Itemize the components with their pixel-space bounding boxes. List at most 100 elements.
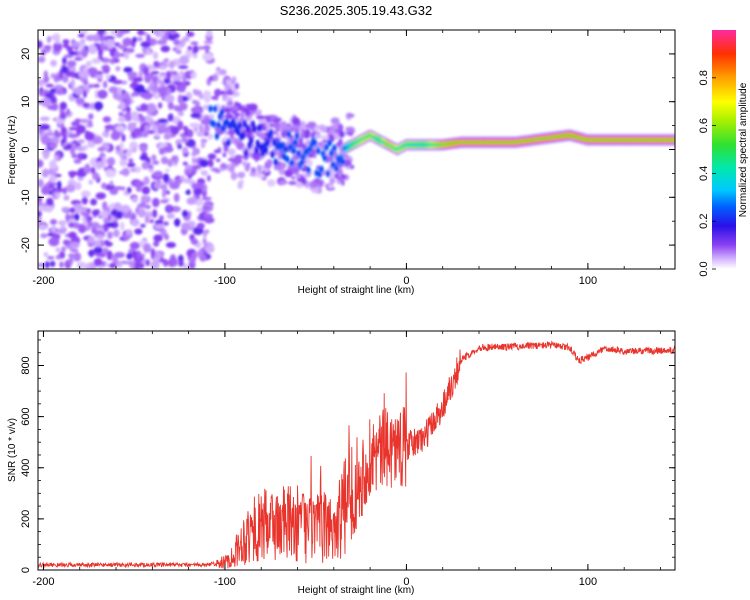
spectrogram-cell [200, 119, 212, 125]
spectrogram-cell [227, 148, 236, 155]
spectrogram-cell [141, 161, 150, 170]
spectrogram-cell [118, 116, 126, 123]
spectrogram-cell [256, 164, 262, 173]
spectrogram-cell [270, 152, 275, 157]
spectrogram-cell [132, 147, 137, 153]
spectrogram-cell [164, 94, 175, 103]
spectrogram-cell [281, 154, 287, 159]
y-tick-label: -10 [20, 189, 32, 205]
spectrogram-cell [178, 260, 185, 267]
spectrogram-cell [327, 141, 332, 145]
spectrogram-cell [245, 126, 251, 131]
x-tick-label: 0 [403, 576, 409, 588]
spectrogram-cell [71, 143, 77, 150]
spectrogram-cell [177, 110, 184, 117]
spectrogram-cell [103, 217, 110, 224]
spectrogram-cell [306, 168, 311, 172]
spectrogram-cell [78, 226, 86, 234]
spectrogram-cell [319, 167, 324, 171]
spectrogram-cell [75, 124, 86, 134]
spectrogram-cell [139, 154, 148, 161]
spectrogram-cell [279, 162, 287, 169]
colorbar-tick-label: 0.4 [698, 166, 710, 181]
snr-panel: -200 -100 0 100 0 200 400 600 800 Height of stra… [7, 330, 676, 596]
spectrogram-cell [48, 184, 55, 189]
spectrogram-cell [174, 218, 181, 227]
spectrogram-cell [146, 34, 151, 43]
spectrogram-cell [61, 246, 66, 253]
spectrogram-cell [73, 86, 84, 96]
spectrogram-cell [73, 222, 80, 229]
spectrogram-cell [44, 261, 50, 269]
spectrogram-cell [49, 88, 57, 94]
spectrogram-cell [203, 40, 214, 45]
spectrogram-cell [119, 141, 124, 152]
spectrogram-cell [222, 152, 227, 158]
spectrogram-cell [55, 247, 61, 253]
spectrogram-cell [109, 180, 114, 187]
spectrogram-cell [48, 237, 60, 247]
y-tick-label: 20 [20, 48, 32, 60]
spectrogram-cell [216, 123, 221, 127]
spectrogram-cell [279, 121, 287, 128]
y-tick-label: -20 [20, 237, 32, 253]
spectrogram-cell [298, 137, 303, 145]
spectrogram-cell [291, 176, 296, 180]
spectrogram-cell [56, 40, 61, 45]
spectrogram-cell [198, 248, 204, 257]
spectrogram-cell [69, 248, 79, 253]
spectrogram-cell [265, 141, 270, 145]
spectrogram-cell [330, 162, 336, 167]
spectrogram-cell [48, 175, 58, 182]
spectrogram-cell [54, 192, 61, 198]
spectrogram-cell [126, 162, 136, 168]
spectrogram-cell [164, 233, 169, 241]
spectrogram-cell [38, 56, 46, 63]
spectrogram-cell [85, 60, 92, 67]
spectrogram-cell [177, 254, 184, 263]
spectrogram-cell [80, 190, 91, 198]
spectrogram-cell [334, 166, 339, 171]
spectrogram-cell [63, 195, 70, 201]
spectrogram-cell [170, 125, 180, 135]
spectrogram-cell [73, 252, 82, 262]
spectrogram-cell [672, 138, 675, 142]
spectrogram-cell [82, 90, 87, 98]
spectrogram-cell [87, 236, 95, 244]
spectrogram-cell [109, 188, 118, 195]
spectrogram-cell [168, 258, 173, 267]
spectrogram-cell [102, 64, 111, 74]
spectrogram-cell [157, 102, 163, 109]
spectrogram-cell [234, 154, 244, 160]
spectrogram-cell [55, 254, 62, 260]
spectrogram-cell [73, 208, 83, 214]
spectrogram-cell [226, 163, 231, 172]
y-tick-label: 10 [20, 96, 32, 108]
y-tick-label: 200 [20, 510, 32, 528]
spectrogram-cell [61, 65, 68, 74]
spectrogram-cell [319, 125, 327, 133]
spectrogram-cell [196, 222, 205, 229]
spectrogram-cell [296, 151, 301, 156]
spectrogram-cell [163, 221, 169, 226]
spectrogram-cell [244, 151, 249, 155]
spectrogram-cell [68, 222, 76, 228]
spectrogram-cell [329, 129, 336, 135]
spectrogram-cell [182, 146, 189, 154]
spectrogram-cell [137, 208, 146, 218]
spectrogram-cell [163, 58, 170, 62]
spectrogram-cell [68, 231, 77, 239]
x-tick-label: -100 [214, 275, 236, 287]
spectrogram-cell [300, 131, 305, 139]
spectrogram-cell [61, 206, 70, 212]
spectrogram-cell [105, 74, 111, 80]
spectrogram-cell [127, 122, 136, 132]
spectrogram-cell [185, 48, 193, 58]
spectrogram-cell [62, 74, 69, 84]
spectrogram-cell [192, 53, 198, 59]
spectrogram-cell [215, 158, 221, 163]
spectrogram-cell [81, 196, 88, 205]
figure-title: S236.2025.305.19.43.G32 [280, 3, 433, 18]
spectrogram-cell [104, 35, 115, 41]
spectrogram-cell [190, 71, 197, 79]
